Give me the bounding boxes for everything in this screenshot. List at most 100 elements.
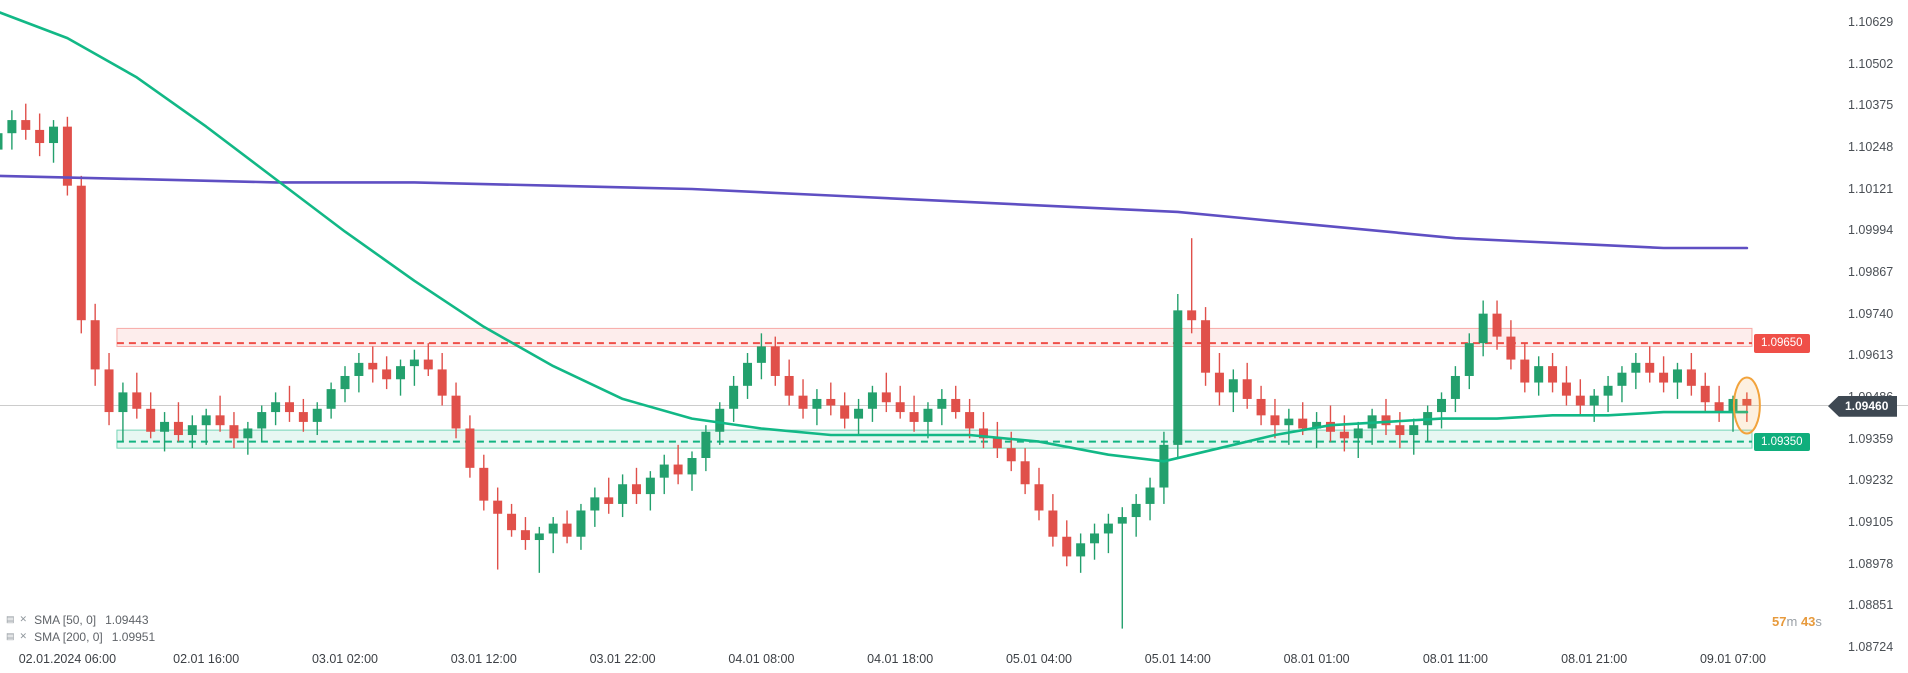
candle-body	[465, 428, 475, 468]
candle-body	[1145, 487, 1155, 504]
candle	[298, 398, 308, 432]
candle-body	[673, 464, 683, 475]
candle	[479, 454, 489, 511]
candle-body	[631, 484, 641, 495]
y-axis-label: 1.08724	[1848, 639, 1894, 654]
candle-body	[1478, 313, 1488, 344]
candle	[687, 451, 697, 491]
candle-body	[1395, 425, 1405, 436]
candle-body	[229, 425, 239, 439]
candle	[1631, 353, 1641, 390]
candle	[257, 405, 267, 442]
candle	[1242, 362, 1252, 409]
candle-body	[1006, 448, 1016, 462]
current-price-chip: 1.09460	[1828, 395, 1898, 417]
resistance-price-chip: 1.09650	[1754, 334, 1810, 353]
candle-body	[1631, 362, 1641, 373]
indicator-name: SMA [50, 0]	[34, 612, 97, 627]
candle	[937, 389, 947, 426]
candle-body	[90, 320, 100, 370]
candle	[90, 303, 100, 386]
countdown-seconds-unit: s	[1815, 614, 1822, 629]
candle	[534, 526, 544, 573]
candle	[1478, 300, 1488, 357]
candle	[1395, 412, 1405, 449]
candle-body	[1214, 372, 1224, 393]
candle-body	[1450, 375, 1460, 399]
candle-body	[396, 366, 406, 380]
candle-body	[1103, 523, 1113, 534]
candle-body	[340, 375, 350, 390]
candle	[992, 421, 1002, 458]
candle-body	[937, 398, 947, 409]
candle	[909, 395, 919, 432]
candle-body	[1284, 418, 1294, 426]
candle	[215, 395, 225, 432]
chart-icon[interactable]: ▤	[6, 631, 15, 641]
candle-body	[1339, 431, 1349, 439]
candle-body	[1256, 398, 1266, 416]
candle	[451, 382, 461, 439]
candle	[284, 385, 294, 422]
y-axis-label: 1.09613	[1848, 348, 1894, 363]
candle	[201, 408, 211, 445]
candle-body	[520, 530, 530, 541]
candle	[701, 425, 711, 472]
candle-body	[604, 497, 614, 504]
x-axis-label: 04.01 08:00	[728, 652, 795, 666]
candle	[1090, 523, 1100, 560]
candle	[756, 333, 766, 380]
candle	[437, 353, 447, 406]
candle	[132, 372, 142, 419]
candle	[1659, 356, 1669, 393]
candle	[507, 503, 517, 537]
candle	[631, 467, 641, 504]
candle-body	[1659, 372, 1669, 383]
candle-body	[479, 467, 489, 501]
candle	[770, 336, 780, 386]
candle	[1173, 293, 1183, 458]
candle-body	[840, 405, 850, 419]
close-icon[interactable]: ✕	[19, 631, 28, 641]
candle	[326, 382, 336, 419]
candle-body	[1312, 421, 1322, 429]
candle-body	[798, 395, 808, 409]
candle-body	[770, 346, 780, 376]
x-axis-label: 05.01 14:00	[1144, 652, 1211, 666]
candle-body	[187, 425, 197, 436]
candle-body	[1270, 415, 1280, 426]
candle-body	[76, 185, 86, 321]
candle-body	[298, 412, 308, 422]
candle	[951, 385, 961, 419]
candle-body	[743, 362, 753, 386]
candle	[978, 412, 988, 449]
candle-body	[451, 395, 461, 429]
close-icon[interactable]: ✕	[19, 614, 28, 624]
candle-body	[895, 402, 905, 413]
candle-body	[1589, 395, 1599, 406]
candle-body	[1409, 425, 1419, 436]
candle-body	[534, 533, 544, 541]
candle	[35, 113, 45, 157]
candle	[590, 487, 600, 527]
candle	[1548, 353, 1558, 393]
candle-body	[1228, 379, 1238, 393]
candle	[409, 349, 419, 386]
candle	[1214, 353, 1224, 406]
candle-body	[548, 523, 558, 534]
candle-body	[1534, 366, 1544, 383]
candle-body	[1714, 402, 1724, 413]
x-axis-label: 04.01 18:00	[867, 652, 934, 666]
candle	[173, 402, 183, 442]
candle-countdown: 57m 43s	[1772, 614, 1822, 629]
candle	[548, 517, 558, 554]
candle-body	[1645, 362, 1655, 373]
candle	[1201, 307, 1211, 386]
chart-icon[interactable]: ▤	[6, 614, 15, 624]
candle-body	[701, 431, 711, 458]
candle-body	[1548, 366, 1558, 383]
candle	[743, 353, 753, 399]
candle	[881, 372, 891, 413]
y-axis-label: 1.09740	[1848, 306, 1894, 321]
